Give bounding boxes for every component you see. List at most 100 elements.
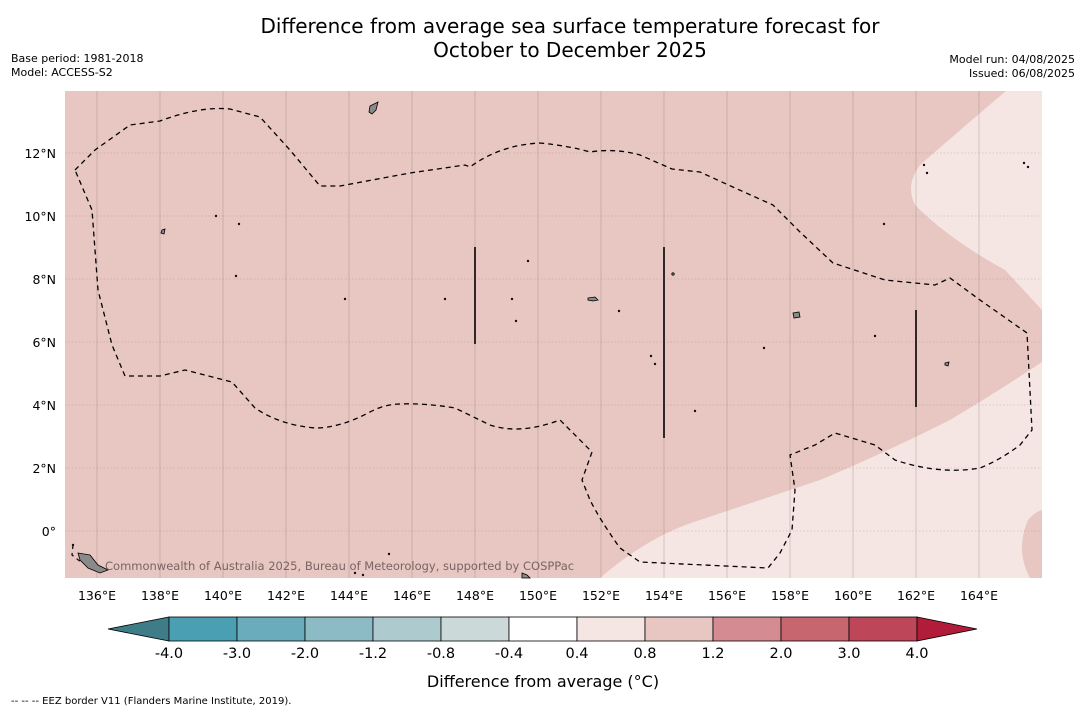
base-period: Base period: 1981-2018 bbox=[11, 52, 144, 65]
map-panel: Commonwealth of Australia 2025, Bureau o… bbox=[65, 91, 1042, 579]
eez-border-fragment bbox=[71, 544, 83, 564]
lon-label-148e: 148°E bbox=[456, 588, 494, 603]
colorbar-tick-0.4: 0.4 bbox=[565, 646, 588, 662]
footer-note: -- -- -- EEZ border V11 (Flanders Marine… bbox=[11, 696, 292, 707]
lat-label-6n: 6°N bbox=[32, 335, 56, 350]
lat-label-2n: 2°N bbox=[32, 461, 56, 476]
colorbar-tick--2.0: -2.0 bbox=[291, 646, 319, 662]
colorbar-tick-labels: -4.0 -3.0 -2.0 -1.2 -0.8 -0.4 0.4 0.8 1.2 2.0 3.0 4… bbox=[155, 646, 929, 662]
colorbar-tick-4.0: 4.0 bbox=[905, 646, 928, 662]
atoll-19 bbox=[1022, 161, 1026, 165]
colorbar-over-extension bbox=[916, 616, 978, 642]
colorbar-segment-0 bbox=[168, 616, 238, 642]
lat-label-10n: 10°N bbox=[24, 209, 56, 224]
title-line-2: October to December 2025 bbox=[433, 38, 707, 62]
colorbar-tick--1.2: -1.2 bbox=[359, 646, 387, 662]
atoll-13 bbox=[693, 409, 697, 413]
island-guam bbox=[368, 101, 379, 115]
atoll-5 bbox=[443, 297, 447, 301]
colorbar-under-extension bbox=[107, 616, 170, 642]
atoll-11 bbox=[649, 354, 653, 358]
lon-label-142e: 142°E bbox=[267, 588, 305, 603]
lon-label-154e: 154°E bbox=[645, 588, 683, 603]
atoll-3 bbox=[234, 274, 238, 278]
atoll-21 bbox=[387, 552, 391, 556]
colorbar bbox=[107, 616, 978, 642]
island-chuuk bbox=[587, 296, 599, 302]
map-title: Difference from average sea surface temp… bbox=[0, 14, 1085, 62]
colorbar-tick--0.8: -0.8 bbox=[427, 646, 455, 662]
eez-straight-borders bbox=[474, 247, 917, 438]
lon-label-138e: 138°E bbox=[141, 588, 179, 603]
atoll-24 bbox=[71, 543, 75, 547]
colorbar-segment-4 bbox=[440, 616, 510, 642]
atoll-16 bbox=[882, 222, 886, 226]
lon-label-158e: 158°E bbox=[771, 588, 809, 603]
island-new-guinea-tip bbox=[77, 552, 109, 574]
anomaly-region-0.4-0.8-northeast bbox=[911, 91, 1042, 310]
colorbar-segment-9 bbox=[780, 616, 850, 642]
colorbar-segment-8 bbox=[712, 616, 782, 642]
lon-label-136e: 136°E bbox=[78, 588, 116, 603]
eez-border-main bbox=[74, 107, 1033, 569]
colorbar-segment-10 bbox=[848, 616, 918, 642]
lon-label-144e: 144°E bbox=[330, 588, 368, 603]
island-kosrae bbox=[944, 361, 950, 367]
atoll-17 bbox=[922, 163, 926, 167]
lat-label-0: 0° bbox=[42, 524, 56, 539]
latitude-labels: 12°N 10°N 8°N 6°N 4°N 2°N 0° bbox=[24, 146, 56, 539]
atoll-20 bbox=[1026, 165, 1030, 169]
atoll-22 bbox=[353, 571, 357, 575]
atoll-14 bbox=[762, 346, 766, 350]
colorbar-tick--4.0: -4.0 bbox=[155, 646, 183, 662]
anomaly-region-0.4-0.8-south bbox=[600, 362, 1042, 578]
atoll-12 bbox=[653, 362, 657, 366]
lat-label-12n: 12°N bbox=[24, 146, 56, 161]
atoll-1 bbox=[214, 214, 218, 218]
island-manus bbox=[521, 572, 531, 579]
atoll-10 bbox=[671, 272, 675, 276]
issued-date: Issued: 06/08/2025 bbox=[968, 67, 1075, 80]
island-ngulu bbox=[160, 228, 166, 235]
atoll-7 bbox=[514, 319, 518, 323]
lon-label-162e: 162°E bbox=[897, 588, 935, 603]
longitude-labels: 136°E 138°E 140°E 142°E 144°E 146°E 148°E 150°E… bbox=[78, 588, 998, 603]
lon-label-150e: 150°E bbox=[519, 588, 557, 603]
colorbar-tick-1.2: 1.2 bbox=[701, 646, 724, 662]
colorbar-tick-0.8: 0.8 bbox=[633, 646, 656, 662]
colorbar-segment-2 bbox=[304, 616, 374, 642]
colorbar-tick--0.4: -0.4 bbox=[495, 646, 523, 662]
atoll-18 bbox=[925, 171, 929, 175]
colorbar-tick--3.0: -3.0 bbox=[223, 646, 251, 662]
lon-label-156e: 156°E bbox=[708, 588, 746, 603]
colorbar-segment-6 bbox=[576, 616, 646, 642]
atoll-23 bbox=[361, 573, 365, 577]
island-pohnpei bbox=[792, 311, 801, 319]
colorbar-segment-3 bbox=[372, 616, 442, 642]
colorbar-tick-3.0: 3.0 bbox=[837, 646, 860, 662]
title-line-1: Difference from average sea surface temp… bbox=[260, 14, 880, 38]
lon-label-160e: 160°E bbox=[834, 588, 872, 603]
lon-label-146e: 146°E bbox=[393, 588, 431, 603]
atoll-8 bbox=[526, 259, 530, 263]
lon-label-140e: 140°E bbox=[204, 588, 242, 603]
atoll-2 bbox=[237, 222, 241, 226]
copyright-notice: Commonwealth of Australia 2025, Bureau o… bbox=[105, 559, 574, 573]
atoll-4 bbox=[343, 297, 347, 301]
colorbar-tick-2.0: 2.0 bbox=[769, 646, 792, 662]
lat-label-8n: 8°N bbox=[32, 272, 56, 287]
colorbar-segment-1 bbox=[236, 616, 306, 642]
lon-label-164e: 164°E bbox=[960, 588, 998, 603]
lat-label-4n: 4°N bbox=[32, 398, 56, 413]
atoll-15 bbox=[873, 334, 877, 338]
lon-label-152e: 152°E bbox=[582, 588, 620, 603]
atoll-9 bbox=[617, 309, 621, 313]
colorbar-segment-5 bbox=[508, 616, 578, 642]
islands bbox=[71, 101, 1030, 579]
colorbar-label: Difference from average (°C) bbox=[427, 672, 659, 691]
colorbar-segment-7 bbox=[644, 616, 714, 642]
atoll-6 bbox=[510, 297, 514, 301]
meta-left: Base period: 1981-2018 Model: ACCESS-S2 bbox=[11, 52, 143, 80]
model-name: Model: ACCESS-S2 bbox=[11, 66, 113, 79]
